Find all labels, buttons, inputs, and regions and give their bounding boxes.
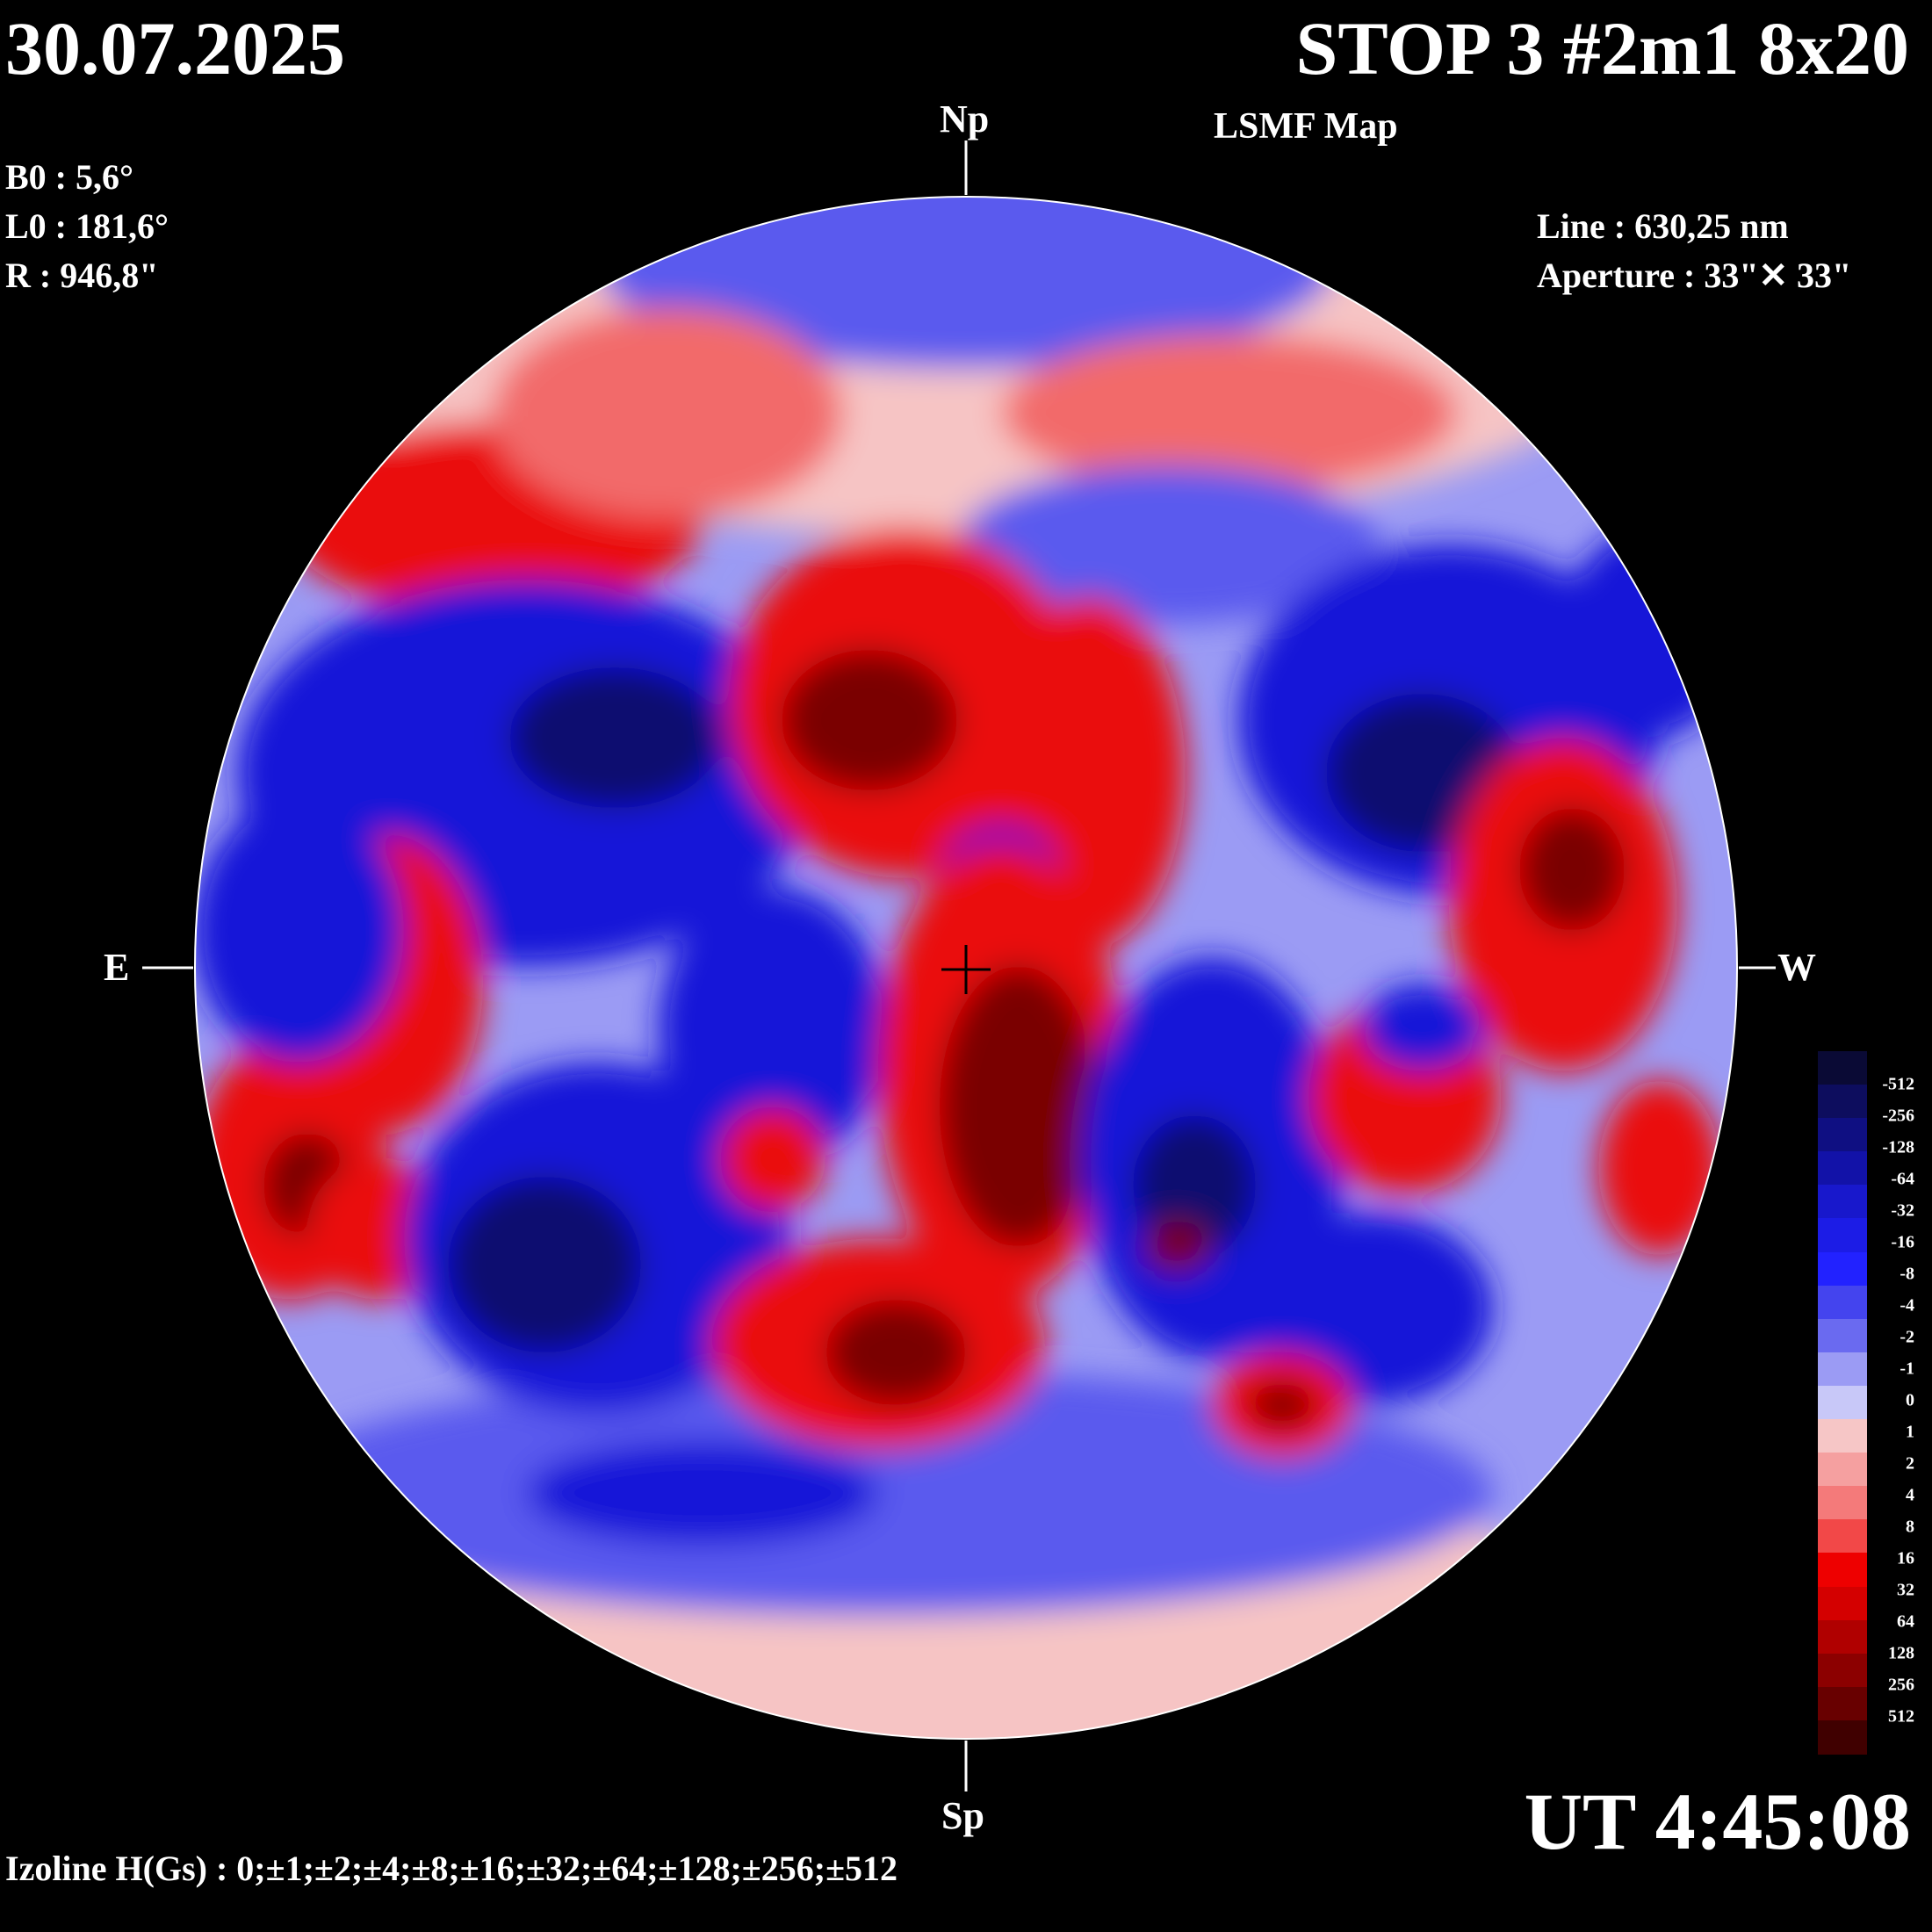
- map-title: STOP 3 #2m1 8x20: [1295, 6, 1909, 90]
- color-scale-segment: [1818, 1419, 1867, 1454]
- color-scale-label: -128: [1882, 1137, 1914, 1157]
- north-pole-label: Np: [940, 97, 990, 141]
- field-region: [825, 1300, 966, 1405]
- field-region: [957, 465, 1379, 624]
- color-scale-label: 4: [1906, 1485, 1914, 1505]
- field-region: [782, 650, 957, 790]
- l0-parameter: L0 : 181,6°: [5, 206, 169, 246]
- field-region: [659, 887, 887, 1168]
- color-scale-label: -1: [1900, 1359, 1914, 1379]
- color-scale-segment: [1818, 1719, 1867, 1755]
- color-scale-label: 128: [1888, 1643, 1914, 1663]
- color-scale-segment: [1818, 1519, 1867, 1554]
- color-scale-label: 16: [1897, 1548, 1914, 1568]
- isoline-levels: Izoline H(Gs) : 0;±1;±2;±4;±8;±16;±32;±6…: [5, 1849, 898, 1888]
- color-scale-label: 8: [1906, 1517, 1914, 1537]
- color-scale-segment: [1818, 1318, 1867, 1353]
- solar-disk: [195, 197, 1737, 1739]
- color-scale-segment: [1818, 1453, 1867, 1488]
- south-pole-label: Sp: [941, 1794, 984, 1837]
- observation-date: 30.07.2025: [5, 6, 345, 90]
- color-scale-label: -16: [1891, 1232, 1914, 1252]
- radius-parameter: R : 946,8": [5, 256, 159, 295]
- color-scale-label: 2: [1906, 1453, 1914, 1474]
- color-scale-segment: [1818, 1285, 1867, 1320]
- color-scale-segment: [1818, 1118, 1867, 1153]
- color-scale-label: -256: [1882, 1106, 1914, 1126]
- field-region: [720, 1107, 825, 1212]
- color-scale-label: -32: [1891, 1200, 1914, 1221]
- field-region: [195, 799, 404, 1063]
- field-region: [1563, 527, 1737, 738]
- color-scale-segment: [1818, 1553, 1867, 1588]
- color-scale-label: -8: [1900, 1264, 1914, 1284]
- field-region: [527, 1440, 878, 1546]
- color-scale-segment: [1818, 1185, 1867, 1220]
- west-label: W: [1777, 946, 1816, 989]
- field-region: [940, 966, 1098, 1247]
- field-region: [1519, 808, 1625, 931]
- color-scale-label: 256: [1888, 1675, 1914, 1695]
- color-scale-segment: [1818, 1653, 1867, 1688]
- color-scale-label: 32: [1897, 1580, 1914, 1600]
- field-region: [448, 1177, 641, 1352]
- color-scale-segment: [1818, 1051, 1867, 1086]
- color-scale-segment: [1818, 1619, 1867, 1654]
- field-region: [1361, 984, 1484, 1071]
- disk-limb: [194, 196, 1738, 1740]
- color-scale-segment: [1818, 1486, 1867, 1521]
- color-scale-segment: [1818, 1085, 1867, 1120]
- field-region: [1251, 1383, 1313, 1427]
- east-label: E: [104, 946, 130, 989]
- color-scale-label: 1: [1906, 1422, 1914, 1442]
- field-region: [509, 667, 720, 808]
- aperture-size: Aperture : 33"✕ 33": [1537, 256, 1852, 295]
- color-scale-label: -512: [1882, 1074, 1914, 1094]
- color-scale-label: -2: [1900, 1327, 1914, 1347]
- color-scale-segment: [1818, 1151, 1867, 1186]
- color-scale-segment: [1818, 1251, 1867, 1287]
- color-scale-segment: [1818, 1218, 1867, 1253]
- color-scale-bar: [1818, 1051, 1867, 1755]
- field-region: [1143, 1221, 1210, 1273]
- color-scale-label: -4: [1900, 1295, 1914, 1316]
- field-region: [1001, 334, 1458, 492]
- color-scale-label: 0: [1906, 1390, 1914, 1410]
- field-region: [1598, 1080, 1721, 1256]
- color-scale-segment: [1818, 1385, 1867, 1421]
- field-region: [1133, 1115, 1256, 1256]
- color-scale-segment: [1818, 1586, 1867, 1621]
- color-scale-label: 512: [1888, 1706, 1914, 1727]
- color-scale-label: -64: [1891, 1169, 1914, 1189]
- color-scale-segment: [1818, 1352, 1867, 1387]
- field-region: [492, 307, 843, 518]
- map-subtitle: LSMF Map: [1214, 106, 1398, 147]
- color-scale-label: 64: [1897, 1611, 1914, 1632]
- universal-time: UT 4:45:08: [1524, 1777, 1911, 1866]
- color-scale-segment: [1818, 1686, 1867, 1721]
- spectral-line: Line : 630,25 nm: [1537, 206, 1789, 246]
- field-regions: [195, 197, 1737, 1739]
- b0-parameter: B0 : 5,6°: [5, 157, 133, 197]
